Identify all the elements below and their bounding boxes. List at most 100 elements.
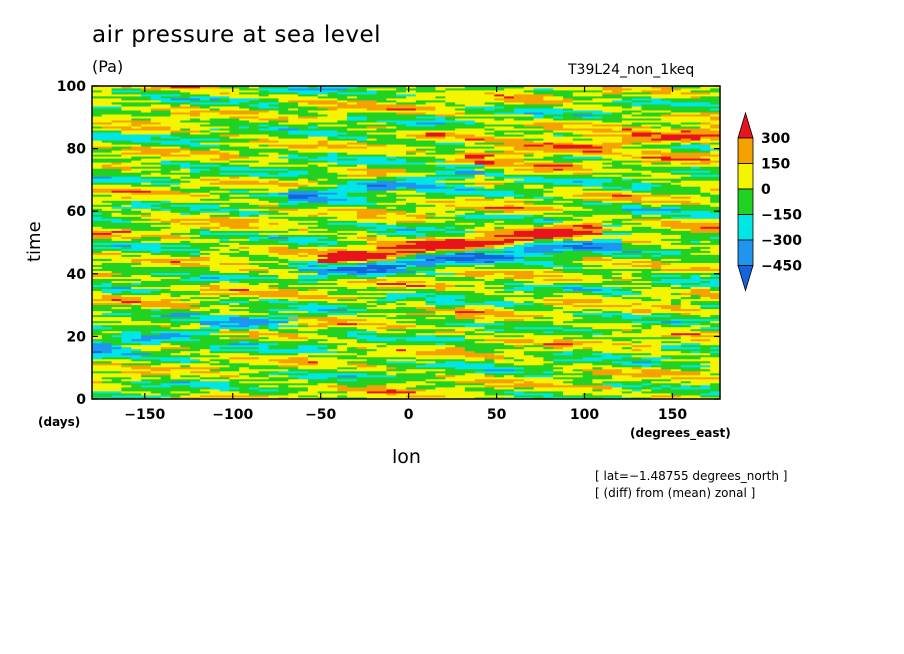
heatmap-cell [582,316,603,320]
heatmap-cell [494,290,515,294]
heatmap-cell [484,112,495,115]
heatmap-cell [435,154,466,157]
heatmap-cell [494,308,505,312]
heatmap-cell [396,148,407,151]
heatmap-cell [101,358,132,362]
heatmap-cell [484,228,495,231]
heatmap-cell [484,372,515,376]
heatmap-cell [710,180,721,183]
heatmap-cell [513,190,525,193]
heatmap-cell [670,378,682,382]
heatmap-cell [513,358,525,362]
heatmap-cell [288,316,299,320]
heatmap-cell [131,230,152,233]
heatmap-cell [317,198,328,201]
heatmap-cell [249,352,269,356]
heatmap-cell [474,160,495,163]
heatmap-cell [92,318,103,322]
heatmap-cell [710,126,721,129]
heatmap-cell [572,186,603,189]
heatmap-cell [141,260,152,263]
heatmap-cell [612,172,642,175]
heatmap-cell [631,332,652,336]
heatmap-cell [572,142,603,145]
heatmap-cell [258,144,269,147]
heatmap-cell [690,300,721,304]
heatmap-cell [111,160,132,163]
heatmap-cell [523,336,544,340]
heatmap-cell [347,204,368,207]
heatmap-cell [543,395,554,398]
heatmap-cell [543,184,564,187]
heatmap-cell [670,188,701,191]
heatmap-cell [317,260,338,263]
heatmap-cell [396,118,417,121]
heatmap-cell [150,268,181,271]
heatmap-cell [661,126,672,129]
heatmap-cell [631,360,652,364]
heatmap-cell [582,182,603,185]
heatmap-cell [219,270,250,273]
heatmap-cell [700,234,721,237]
heatmap-cell [150,226,171,229]
heatmap-cell [180,272,191,275]
heatmap-cell [219,144,230,147]
heatmap-cell [513,204,534,207]
heatmap-cell [180,156,191,159]
heatmap-cell [298,130,319,133]
heatmap-cell [700,280,711,283]
heatmap-cell [523,250,544,253]
heatmap-cell [396,100,407,103]
heatmap-cell [121,178,152,181]
heatmap-cell [572,362,583,366]
heatmap-cell [317,118,348,121]
heatmap-cell [199,300,211,304]
heatmap-cell [111,288,132,291]
heatmap-cell [504,250,515,253]
heatmap-cell [523,264,544,267]
heatmap-cell [190,216,211,219]
heatmap-cell [376,134,397,137]
heatmap-cell [513,393,525,396]
heatmap-cell [356,138,368,141]
heatmap-cell [92,150,112,153]
heatmap-cell [219,112,230,115]
heatmap-cell [435,184,466,187]
heatmap-cell [288,232,309,235]
heatmap-cell [425,280,436,283]
heatmap-cell [700,240,711,243]
heatmap-cell [288,194,319,197]
heatmap-cell [199,252,211,255]
heatmap-cell [288,338,309,342]
heatmap-cell [199,356,230,360]
heatmap-cell [670,338,691,342]
heatmap-cell [533,172,554,175]
heatmap-cell [160,258,171,261]
heatmap-cell [494,387,515,390]
heatmap-cell [523,320,554,324]
heatmap-cell [150,308,162,312]
heatmap-cell [121,330,142,334]
heatmap-cell [190,154,220,157]
heatmap-cell [229,174,250,177]
heatmap-cell [327,370,348,374]
heatmap-cell [670,162,682,165]
heatmap-cell [268,164,279,167]
heatmap-cell [376,114,387,117]
heatmap-cell [180,324,211,328]
heatmap-cell [670,252,682,255]
heatmap-cell [298,182,319,185]
heatmap-cell [406,182,417,185]
heatmap-cell [337,104,358,107]
heatmap-cell [406,138,417,141]
heatmap-cell [464,234,485,237]
heatmap-cell [435,292,466,296]
heatmap-cell [651,364,672,368]
heatmap-cell [484,102,505,105]
heatmap-cell [631,216,662,219]
heatmap-cell [690,268,701,271]
heatmap-cell [180,220,211,223]
heatmap-cell [150,230,162,233]
heatmap-cell [474,238,505,241]
heatmap-cell [406,326,436,330]
